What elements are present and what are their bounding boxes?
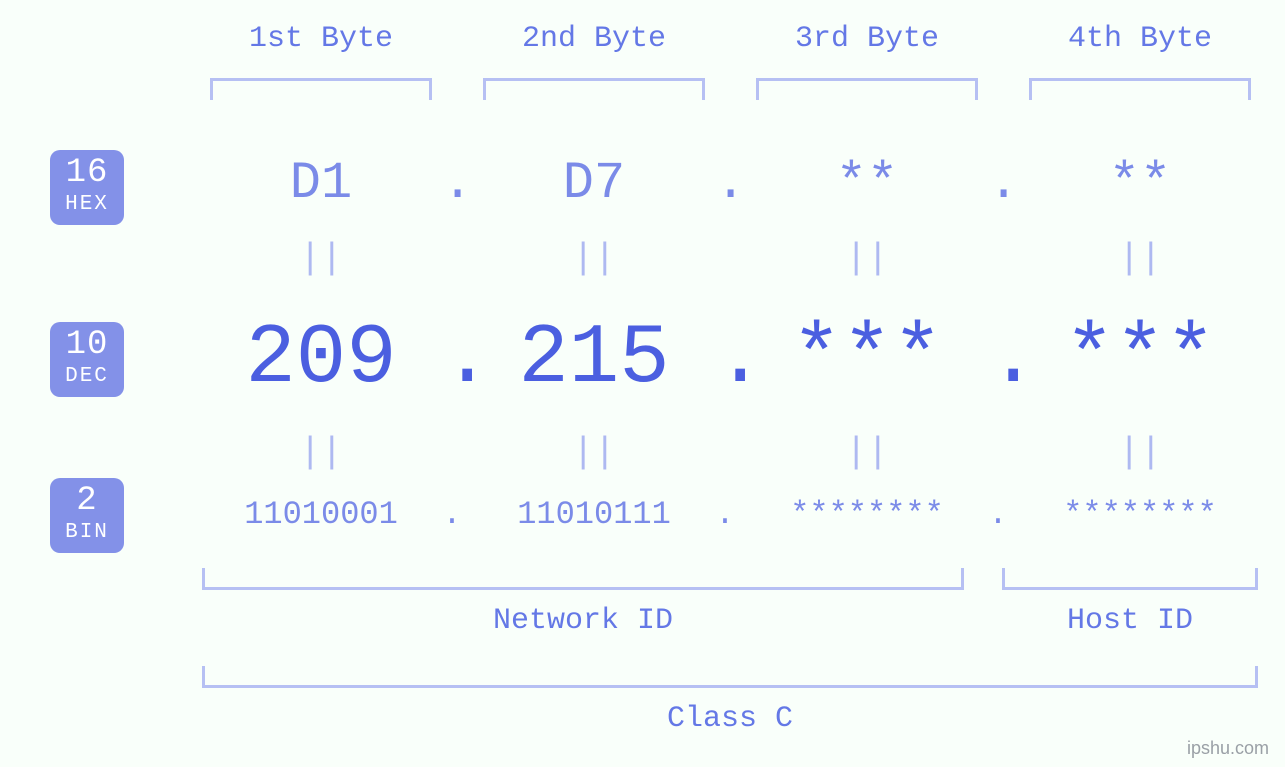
equals-hex-dec-4: ||	[1010, 238, 1270, 279]
dec-dot-2: .	[715, 312, 735, 407]
equals-hex-dec-2: ||	[464, 238, 724, 279]
label-network: Network ID	[202, 604, 964, 638]
badge-bin: 2 BIN	[50, 478, 124, 553]
byte-header-3: 3rd Byte	[737, 22, 997, 56]
hex-dot-1: .	[442, 154, 462, 213]
badge-dec-abbr: DEC	[50, 366, 124, 387]
badge-hex: 16 HEX	[50, 150, 124, 225]
dec-dot-3: .	[988, 312, 1008, 407]
dec-dot-1: .	[442, 312, 462, 407]
hex-byte-4: **	[1010, 154, 1270, 213]
label-class: Class C	[202, 702, 1258, 736]
label-host: Host ID	[1002, 604, 1258, 638]
equals-dec-bin-3: ||	[737, 432, 997, 473]
bin-byte-1: 11010001	[191, 496, 451, 533]
bin-byte-4: ********	[1010, 496, 1270, 533]
hex-byte-1: D1	[191, 154, 451, 213]
bracket-class	[202, 666, 1258, 688]
badge-hex-base: 16	[50, 156, 124, 192]
equals-dec-bin-2: ||	[464, 432, 724, 473]
hex-byte-2: D7	[464, 154, 724, 213]
equals-hex-dec-1: ||	[191, 238, 451, 279]
byte-header-2: 2nd Byte	[464, 22, 724, 56]
bin-byte-3: ********	[737, 496, 997, 533]
badge-dec-base: 10	[50, 328, 124, 364]
watermark: ipshu.com	[1187, 738, 1269, 759]
dec-byte-3: ***	[737, 312, 997, 407]
bin-dot-1: .	[442, 496, 462, 533]
bracket-host	[1002, 568, 1258, 590]
bracket-byte-2	[483, 78, 705, 100]
dec-byte-1: 209	[191, 312, 451, 407]
bracket-byte-1	[210, 78, 432, 100]
bracket-byte-3	[756, 78, 978, 100]
hex-dot-2: .	[715, 154, 735, 213]
badge-hex-abbr: HEX	[50, 194, 124, 215]
equals-hex-dec-3: ||	[737, 238, 997, 279]
bin-dot-3: .	[988, 496, 1008, 533]
hex-byte-3: **	[737, 154, 997, 213]
dec-byte-4: ***	[1010, 312, 1270, 407]
byte-header-1: 1st Byte	[191, 22, 451, 56]
hex-dot-3: .	[988, 154, 1008, 213]
dec-byte-2: 215	[464, 312, 724, 407]
ip-diagram: 16 HEX 10 DEC 2 BIN 1st Byte 2nd Byte 3r…	[0, 0, 1285, 767]
bin-dot-2: .	[715, 496, 735, 533]
bin-byte-2: 11010111	[464, 496, 724, 533]
byte-header-4: 4th Byte	[1010, 22, 1270, 56]
bracket-byte-4	[1029, 78, 1251, 100]
bracket-network	[202, 568, 964, 590]
equals-dec-bin-1: ||	[191, 432, 451, 473]
badge-bin-base: 2	[50, 484, 124, 520]
badge-bin-abbr: BIN	[50, 522, 124, 543]
badge-dec: 10 DEC	[50, 322, 124, 397]
equals-dec-bin-4: ||	[1010, 432, 1270, 473]
